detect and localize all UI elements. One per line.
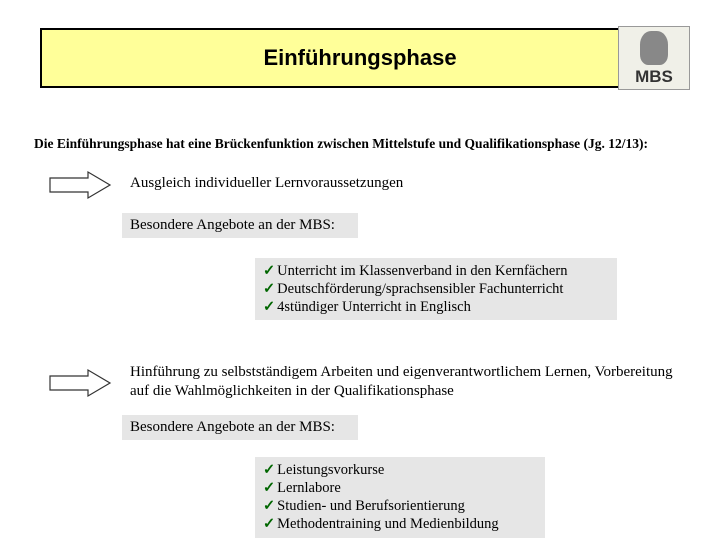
- section1-offers-label: Besondere Angebote an der MBS:: [122, 213, 358, 238]
- logo: MBS: [618, 26, 690, 90]
- list-item: Leistungsvorkurse: [263, 461, 537, 479]
- list-item: Methodentraining und Medienbildung: [263, 515, 537, 533]
- arrow-icon: [48, 368, 112, 398]
- section1-lead: Ausgleich individueller Lernvoraussetzun…: [130, 175, 403, 192]
- arrow-icon: [48, 170, 112, 200]
- intro-text: Die Einführungsphase hat eine Brückenfun…: [34, 136, 648, 152]
- list-item: Unterricht im Klassenverband in den Kern…: [263, 262, 609, 280]
- page-title: Einführungsphase: [263, 45, 456, 71]
- bust-icon: [640, 31, 668, 65]
- header-bar: Einführungsphase: [40, 28, 680, 88]
- list-item: 4stündiger Unterricht in Englisch: [263, 298, 609, 316]
- section2-offers-label: Besondere Angebote an der MBS:: [122, 415, 358, 440]
- section2-lead: Hinführung zu selbstständigem Arbeiten u…: [130, 363, 690, 401]
- list-item: Deutschförderung/sprachsensibler Fachunt…: [263, 280, 609, 298]
- list-item: Lernlabore: [263, 479, 537, 497]
- list-item: Studien- und Berufsorientierung: [263, 497, 537, 515]
- section2-list: Leistungsvorkurse Lernlabore Studien- un…: [255, 457, 545, 538]
- section1-list: Unterricht im Klassenverband in den Kern…: [255, 258, 617, 320]
- logo-text: MBS: [635, 67, 673, 87]
